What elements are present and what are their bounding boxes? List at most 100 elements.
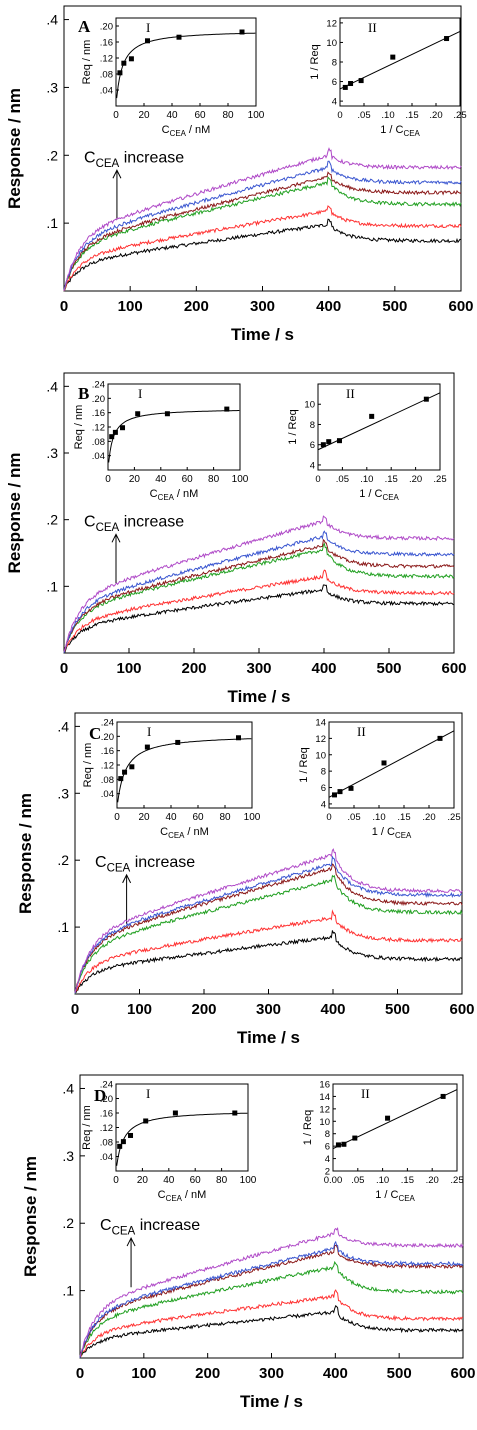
- x-axis-label: Time / s: [231, 325, 294, 344]
- y-axis-label: Response / nm: [5, 88, 24, 209]
- inset-II-x-label-prefix: 1 / C: [380, 124, 403, 136]
- y-axis-label: Response / nm: [21, 1156, 40, 1277]
- inset-I-y-tick-label: .24: [101, 718, 114, 729]
- inset-II-y-tick-label: 10: [304, 400, 315, 411]
- inset-I-x-label-prefix: C: [160, 826, 168, 838]
- inset-I-label: I: [138, 386, 142, 401]
- x-tick-label: 300: [256, 1001, 281, 1018]
- inset-I-point: [135, 411, 141, 417]
- x-tick-label: 0: [60, 298, 68, 315]
- x-axis-label: Time / s: [228, 687, 291, 706]
- inset-I-y-tick-label: .24: [100, 1080, 113, 1091]
- inset-II-point: [335, 1142, 341, 1148]
- inset-II-x-tick-label: .25: [433, 474, 446, 485]
- inset-I-x-label-suffix: / nM: [184, 826, 208, 838]
- sensorgram-series-2: [74, 909, 463, 995]
- inset-II-y-tick-label: 10: [326, 38, 337, 49]
- inset-II-point: [337, 789, 343, 795]
- inset-II-point: [348, 81, 354, 87]
- inset-I-x-label: CCEA / nM: [158, 1189, 207, 1203]
- inset-II-x-tick-label: .15: [397, 812, 410, 823]
- y-axis-label: Response / nm: [5, 453, 24, 574]
- inset-I-y-tick-label: .08: [101, 775, 114, 786]
- y-tick-label: .4: [46, 378, 58, 394]
- inset-II-label: II: [357, 724, 366, 739]
- x-tick-label: 600: [449, 1001, 474, 1018]
- inset-II-y-tick-label: 14: [319, 1092, 330, 1103]
- inset-I-y-label: Req / nm: [81, 1105, 93, 1150]
- inset-isotherm: 0 20 40 60 80 100 .04 .08 .12 .16 .20 .24 I Req / nm C…: [81, 1080, 257, 1204]
- inset-I-y-tick-label: .08: [100, 70, 113, 81]
- x-tick-label: 300: [246, 660, 271, 677]
- inset-I-y-tick-label: .20: [101, 732, 114, 743]
- x-tick-label: 200: [191, 1001, 216, 1018]
- inset-I-point: [128, 56, 134, 62]
- y-tick-label: .4: [62, 1080, 74, 1096]
- y-tick-label: .1: [46, 215, 58, 231]
- y-tick-label: .4: [46, 12, 58, 28]
- inset-I-label: I: [146, 20, 150, 35]
- inset-I-y-label: Req / nm: [73, 405, 85, 450]
- sensorgram-series-5: [74, 855, 463, 994]
- inset-II-point: [352, 1135, 358, 1141]
- x-tick-label: 500: [382, 298, 407, 315]
- sensorgram-series-2: [63, 569, 455, 653]
- y-tick-label: .3: [57, 785, 69, 801]
- inset-II-x-tick-label: .20: [409, 474, 422, 485]
- x-tick-label: 600: [450, 1365, 475, 1382]
- inset-II-x-tick-label: .10: [376, 1175, 389, 1186]
- x-tick-label: 0: [76, 1365, 84, 1382]
- inset-I-point: [144, 744, 150, 750]
- inset-II-point: [390, 54, 396, 60]
- inset-II-x-tick-label: .20: [429, 110, 442, 121]
- inset-I-y-tick-label: .16: [100, 1109, 113, 1120]
- inset-I-y-tick-label: .04: [100, 86, 113, 97]
- inset-I-point: [145, 38, 150, 44]
- sensorgram-series-1: [63, 218, 462, 291]
- inset-I-y-tick-label: .16: [100, 38, 113, 49]
- inset-II-x-tick-label: .10: [381, 110, 394, 121]
- x-tick-label: 0: [71, 1001, 79, 1018]
- inset-I-x-tick-label: 20: [137, 1175, 149, 1186]
- x-tick-label: 200: [181, 660, 206, 677]
- x-tick-label: 200: [195, 1365, 220, 1382]
- inset-I-y-tick-label: .16: [101, 746, 114, 757]
- inset-I-fit: [116, 1112, 248, 1166]
- inset-II-y-tick-label: 4: [321, 799, 326, 810]
- inset-I-point: [121, 60, 127, 66]
- sensorgram-series-2: [79, 1289, 464, 1358]
- sensorgram-series-5: [79, 1240, 464, 1358]
- inset-I-label: I: [147, 724, 151, 739]
- inset-I-x-tick-label: 0: [113, 1175, 119, 1186]
- inset-I-x-label-subscript: CEA: [158, 493, 175, 502]
- x-axis-label: Time / s: [240, 1392, 303, 1411]
- inset-I-label: I: [146, 1086, 150, 1101]
- panel-letter: B: [78, 384, 89, 403]
- inset-II-y-tick-label: 14: [315, 718, 326, 729]
- inset-I-y-tick-label: .20: [100, 1094, 113, 1105]
- inset-I-point: [239, 29, 245, 35]
- inset-I-point: [164, 411, 170, 417]
- inset-II-y-tick-label: 10: [319, 1117, 330, 1128]
- inset-II-frame: [332, 1083, 458, 1172]
- sensorgram-series-4: [63, 171, 462, 292]
- x-tick-label: 100: [131, 1365, 156, 1382]
- inset-II-point: [358, 78, 364, 84]
- inset-I-point: [128, 1132, 134, 1138]
- inset-II-x-tick-label: .25: [453, 110, 466, 121]
- inset-II-point: [348, 785, 354, 791]
- concentration-annotation-suffix: increase: [130, 854, 195, 871]
- sensorgram-series-1: [79, 1304, 464, 1359]
- inset-II-point: [423, 396, 429, 402]
- inset-I-x-label: CCEA / nM: [160, 826, 209, 840]
- concentration-annotation: CCEA increase: [84, 514, 184, 534]
- inset-II-x-tick-label: .05: [336, 474, 349, 485]
- inset-I-point: [143, 1118, 149, 1124]
- inset-II-point: [381, 760, 387, 766]
- inset-I-x-tick-label: 20: [138, 812, 150, 823]
- y-tick-label: .1: [46, 578, 58, 594]
- concentration-annotation-prefix: C: [84, 514, 96, 531]
- inset-I-y-tick-label: .12: [92, 423, 105, 434]
